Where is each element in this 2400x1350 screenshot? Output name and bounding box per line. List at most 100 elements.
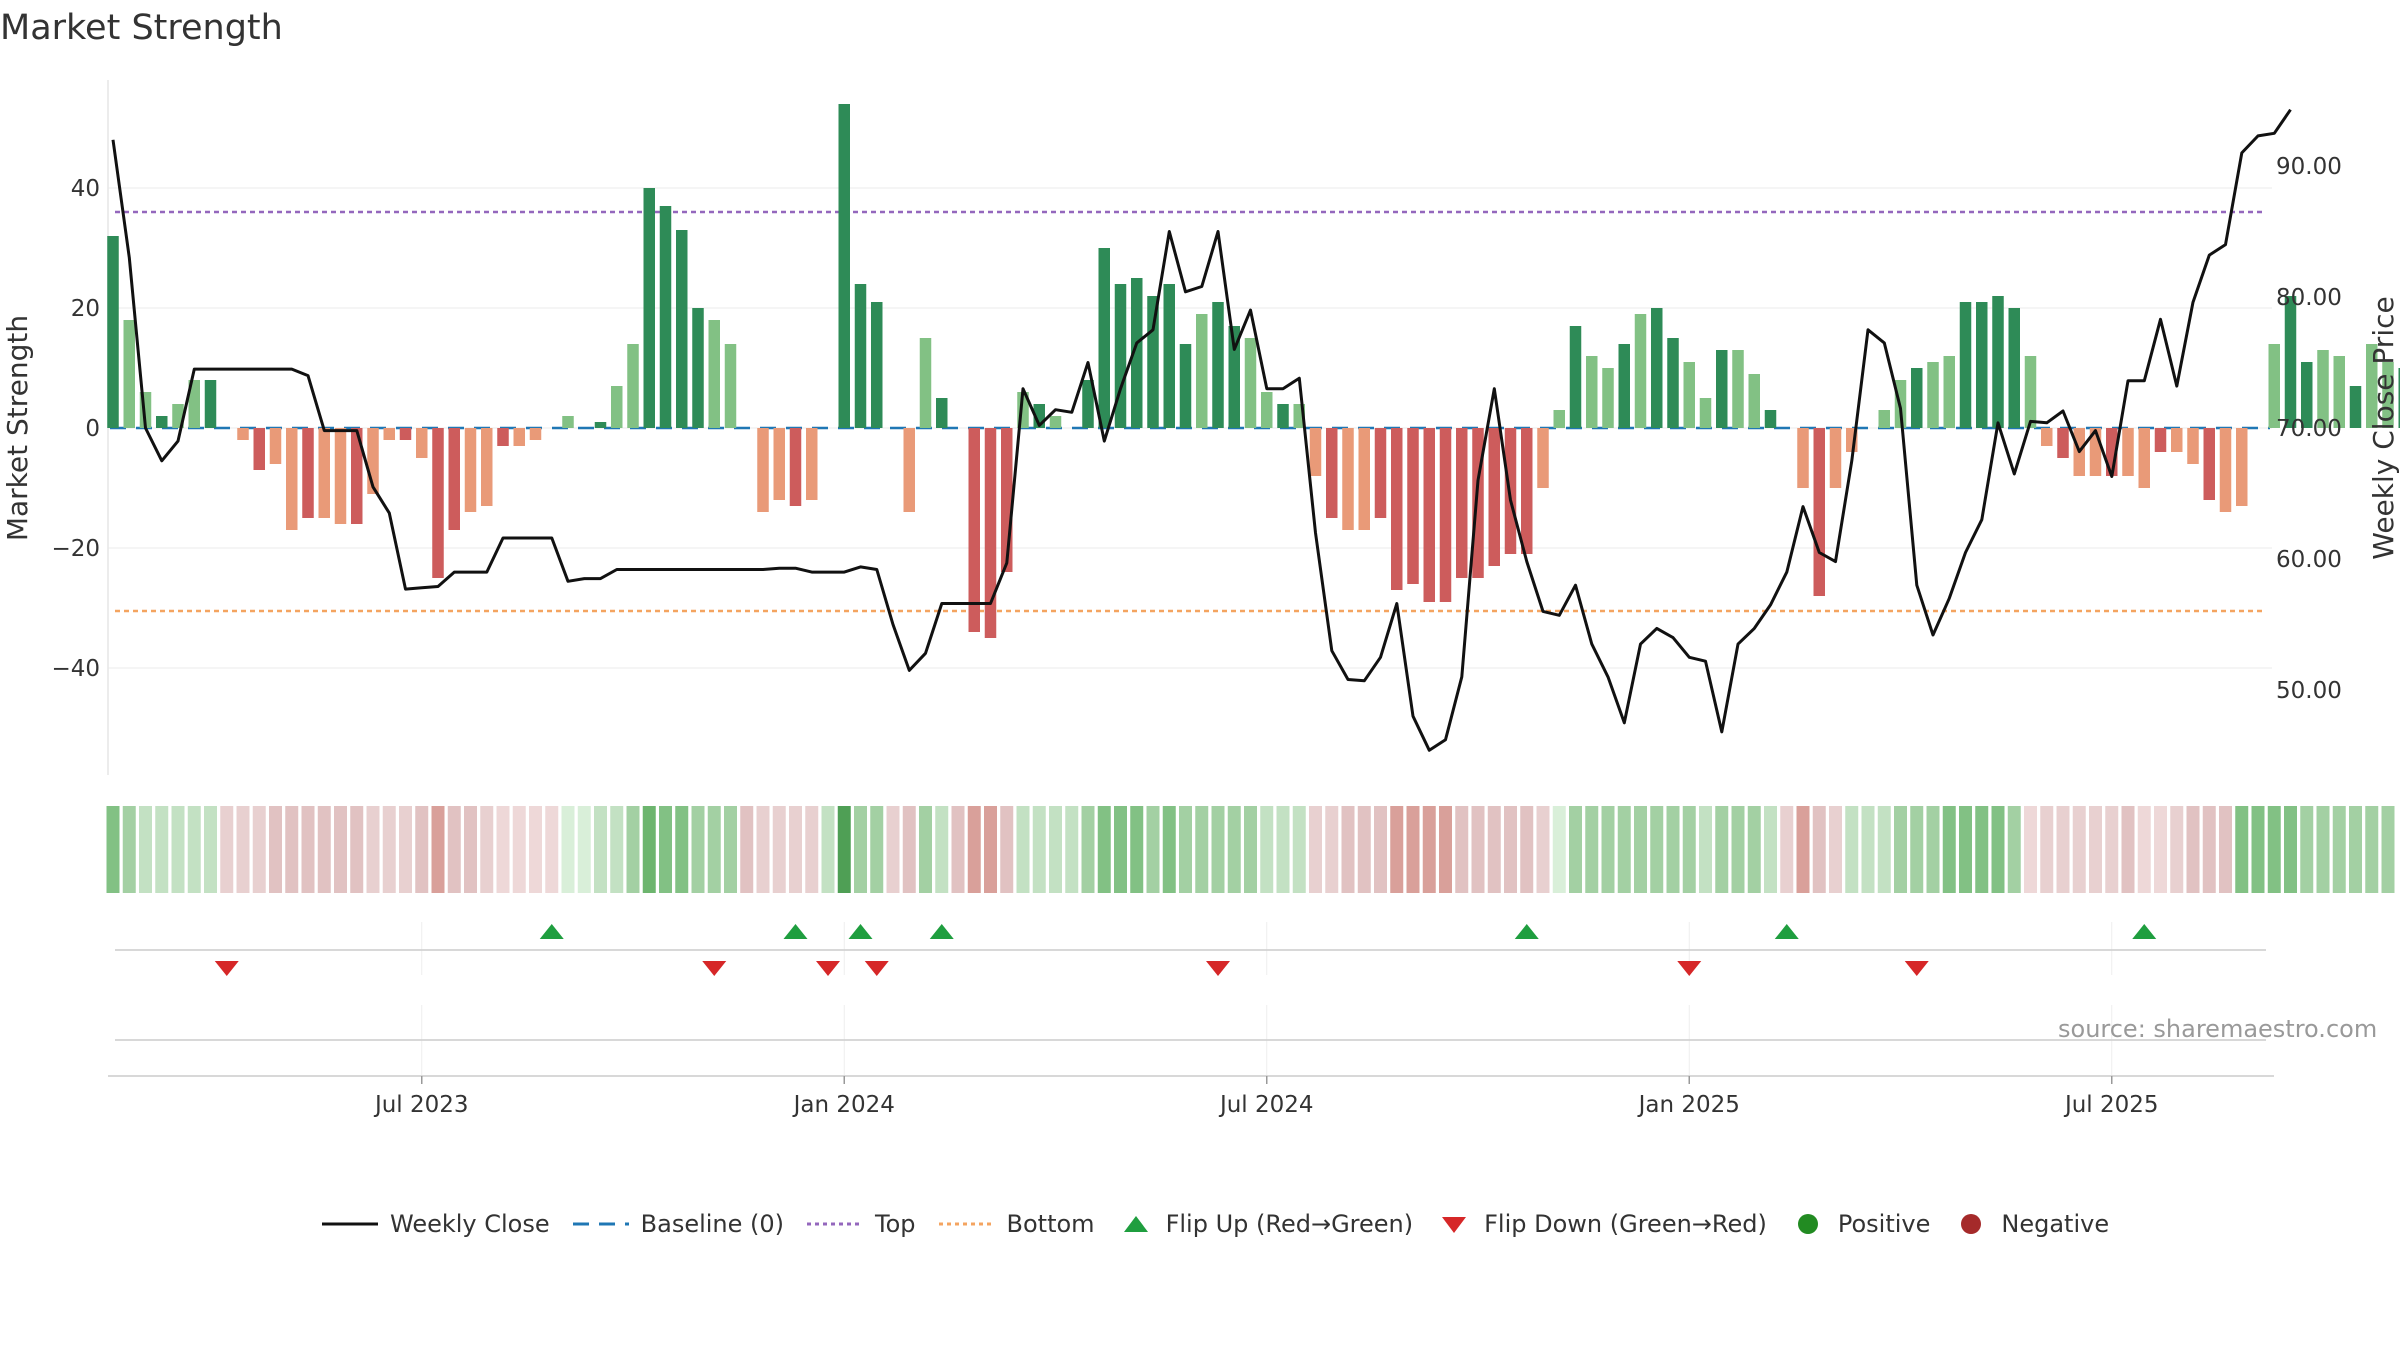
strength-heat-band — [106, 806, 2395, 893]
band-cell — [756, 806, 770, 893]
strength-bar — [448, 428, 460, 530]
band-cell — [464, 806, 477, 893]
flip-down-marker — [1206, 961, 1230, 976]
strength-bar — [2284, 296, 2297, 428]
band-cell — [1065, 806, 1079, 893]
band-cell — [496, 806, 510, 893]
strength-bar — [2089, 428, 2102, 476]
strength-bar — [1049, 416, 1062, 428]
band-cell — [1650, 806, 1664, 893]
band-cell — [1374, 806, 1387, 893]
flip-down-marker — [864, 961, 889, 976]
band-cell — [317, 806, 331, 893]
strength-bar — [2219, 428, 2232, 512]
band-cell — [1179, 806, 1192, 893]
strength-bar — [497, 428, 509, 446]
strength-bar — [1959, 302, 1972, 428]
flip-up-marker — [783, 924, 808, 939]
y-tick-label-right: 50.00 — [2276, 678, 2342, 704]
band-cell — [1276, 806, 1290, 893]
strength-bar — [204, 380, 217, 428]
flip-up-marker — [929, 924, 954, 939]
flip-up-marker — [848, 924, 873, 939]
band-cell — [610, 806, 624, 893]
band-cell — [1406, 806, 1420, 893]
strength-bar — [302, 428, 314, 518]
strength-bar — [1992, 296, 2004, 428]
band-cell — [951, 806, 965, 893]
band-cell — [2170, 806, 2184, 893]
band-cell — [1796, 806, 1810, 893]
band-cell — [447, 806, 461, 893]
band-cell — [1601, 806, 1615, 893]
band-cell — [204, 806, 217, 893]
strength-bar — [692, 308, 704, 428]
flip-up-marker — [1774, 924, 1799, 939]
y-tick-label-right: 80.00 — [2276, 285, 2342, 311]
band-cell — [967, 806, 981, 893]
positive-dot-icon — [1797, 1214, 1818, 1234]
band-cell — [2381, 806, 2395, 893]
band-cell — [837, 806, 851, 893]
y-tick-label-left: 20 — [71, 296, 100, 322]
strength-bar — [1114, 284, 1127, 428]
strength-bar — [984, 428, 997, 638]
strength-bar — [2024, 356, 2037, 428]
strength-bar — [562, 416, 574, 428]
band-cell — [902, 806, 916, 893]
band-cell — [1959, 806, 1972, 893]
band-cell — [1357, 806, 1371, 893]
legend-item-negative: Negative — [1951, 1210, 2109, 1238]
strength-bar — [871, 302, 883, 428]
strength-bar — [399, 428, 412, 440]
strength-bar — [1407, 428, 1419, 584]
band-cell — [1812, 806, 1826, 893]
strength-bar — [2203, 428, 2215, 500]
strength-bar — [1634, 314, 1647, 428]
flip-down-marker — [816, 961, 840, 976]
band-cell — [1049, 806, 1062, 893]
strength-bar — [1439, 428, 1452, 602]
strength-bar — [1309, 428, 1322, 476]
flip-up-marker — [539, 924, 564, 939]
flip-up-marker — [2132, 924, 2157, 939]
band-cell — [1617, 806, 1631, 893]
strength-bar — [627, 344, 639, 428]
legend-item-baseline: Baseline (0) — [571, 1210, 784, 1238]
strength-bar — [2187, 428, 2199, 464]
band-cell — [529, 806, 542, 893]
strength-bar — [1488, 428, 1500, 566]
strength-bar — [2301, 362, 2313, 428]
strength-bar — [1748, 374, 1760, 428]
strength-bar — [1553, 410, 1565, 428]
strength-bars — [107, 104, 2400, 638]
band-cell — [1260, 806, 1274, 893]
strength-bar — [1813, 428, 1825, 596]
band-cell — [1747, 806, 1761, 893]
band-cell — [1877, 806, 1891, 893]
band-cell — [984, 806, 997, 893]
strength-bar — [1277, 404, 1289, 428]
band-cell — [2300, 806, 2314, 893]
band-cell — [935, 806, 949, 893]
band-cell — [1699, 806, 1712, 893]
band-cell — [886, 806, 900, 893]
x-tick-label: Jul 2025 — [2063, 1092, 2159, 1118]
strength-bar — [1326, 428, 1338, 518]
band-cell — [2089, 806, 2102, 893]
band-cell — [512, 806, 526, 893]
strength-bar — [1716, 350, 1728, 428]
band-cell — [1682, 806, 1696, 893]
weekly-close-series — [111, 108, 2292, 752]
legend-item-top: Top — [805, 1210, 916, 1238]
band-cell — [2040, 806, 2054, 893]
strength-bar — [2154, 428, 2167, 452]
band-cell — [1114, 806, 1127, 893]
strength-bar — [1667, 338, 1679, 428]
strength-bar — [1342, 428, 1354, 530]
legend-label: Top — [875, 1210, 916, 1238]
strength-bar — [806, 428, 818, 500]
bottom-legend-swatch — [938, 1222, 995, 1226]
strength-bar — [107, 236, 119, 428]
